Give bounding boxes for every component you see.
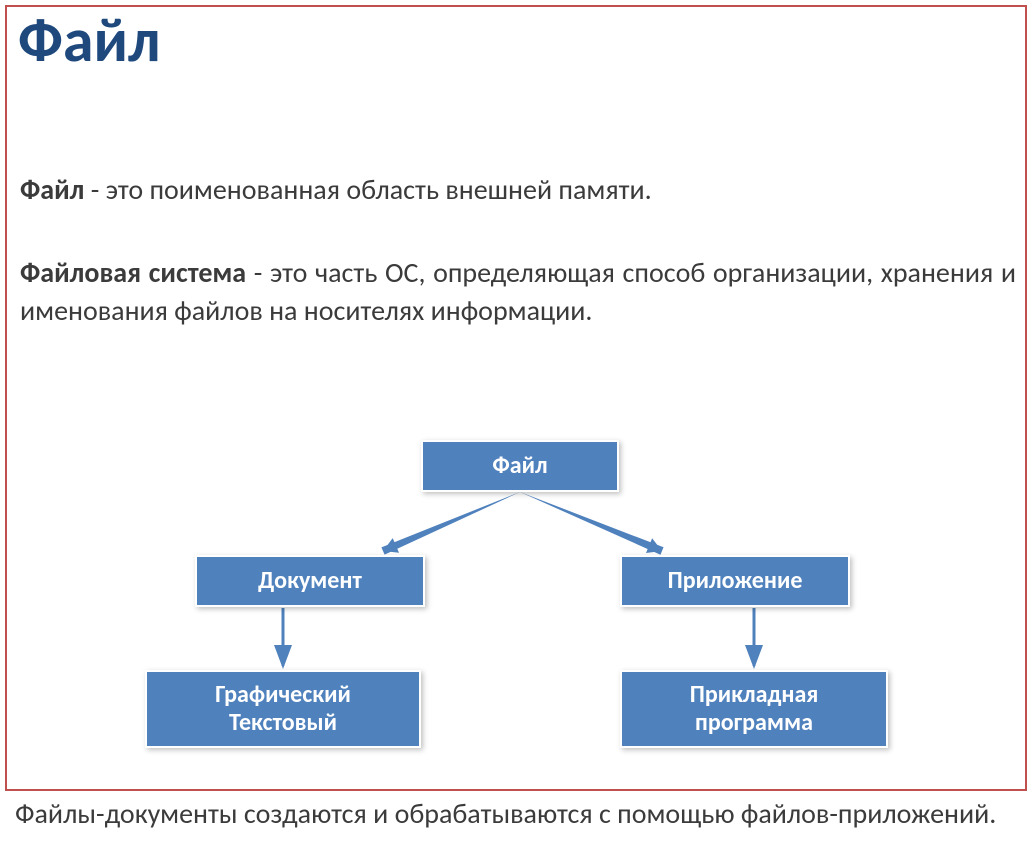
term-file: Файл bbox=[20, 172, 84, 207]
tree-node-app: Приложение bbox=[620, 555, 850, 607]
def-file-text: - это поименованная область внешней памя… bbox=[84, 172, 651, 207]
tree-node-doc: Документ bbox=[195, 555, 425, 607]
tree-node-graf: ГрафическийТекстовый bbox=[145, 670, 421, 748]
tree-node-root: Файл bbox=[421, 440, 619, 492]
definition-file: Файл - это поименованная область внешней… bbox=[20, 172, 1010, 207]
page-title: Файл bbox=[18, 2, 161, 78]
tree-node-prik: Прикладнаяпрограмма bbox=[620, 670, 888, 748]
definition-filesystem: Файловая система - это часть ОС, определ… bbox=[20, 254, 1016, 330]
term-filesystem: Файловая система bbox=[20, 255, 246, 290]
caption-text: Файлы-документы создаются и обрабатывают… bbox=[15, 796, 1025, 832]
